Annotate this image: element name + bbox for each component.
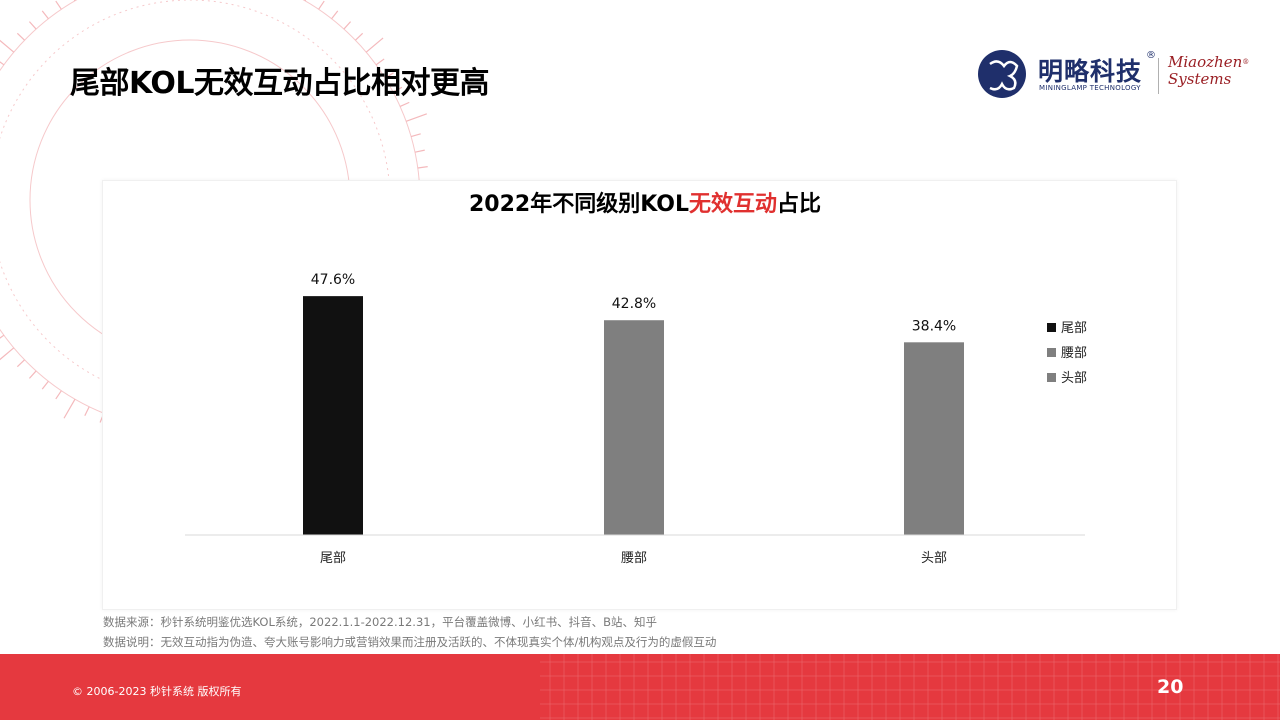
footer-band (0, 654, 1280, 720)
data-definition-note: 数据说明：无效互动指为伪造、夸大账号影响力或营销效果而注册及活跃的、不体现真实个… (103, 635, 717, 649)
partner-logo-line1: Miaozhen (1168, 53, 1243, 71)
bar-chart: 2022年不同级别KOL无效互动占比 47.6% 尾部 42.8% 腰部 38.4% 头部… (185, 191, 1087, 566)
data-label-2: 42.8% (612, 296, 656, 312)
legend-swatch-2 (1047, 348, 1056, 357)
footer-grid-pattern (540, 654, 1280, 720)
partner-registered-mark: ® (1242, 58, 1250, 66)
legend-swatch-1 (1047, 323, 1056, 332)
logo-icon (978, 50, 1026, 98)
chart-title-prefix: 2022年不同级别KOL (469, 191, 689, 217)
x-tick-label-3: 头部 (921, 551, 947, 566)
bar-3 (904, 342, 964, 535)
data-label-3: 38.4% (912, 318, 956, 334)
bar-2 (604, 320, 664, 535)
chart-title-highlight: 无效互动 (689, 191, 777, 217)
bar-1 (303, 296, 363, 535)
logo-divider (1158, 58, 1159, 94)
data-source-note: 数据来源：秒针系统明鉴优选KOL系统，2022.1.1-2022.12.31，平… (103, 615, 657, 629)
chart-title-suffix: 占比 (777, 192, 821, 217)
data-label-1: 47.6% (311, 272, 355, 288)
partner-logo-line2: Systems (1168, 70, 1232, 88)
page-number: 20 (1157, 676, 1184, 698)
x-tick-label-2: 腰部 (621, 551, 647, 566)
company-logo: 明略科技 ® MININGLAMP TECHNOLOGY Miaozhen® S… (976, 46, 1249, 104)
chart-title: 2022年不同级别KOL无效互动占比 (469, 191, 821, 217)
page-title: 尾部KOL无效互动占比相对更高 (70, 66, 490, 101)
copyright-text: © 2006-2023 秒针系统 版权所有 (72, 685, 242, 698)
logo-cn-name: 明略科技 (1038, 57, 1143, 86)
chart-panel: 2022年不同级别KOL无效互动占比 47.6% 尾部 42.8% 腰部 38.4% 头部… (102, 180, 1177, 610)
legend-swatch-3 (1047, 373, 1056, 382)
legend-label-3: 头部 (1061, 371, 1087, 386)
legend-label-2: 腰部 (1061, 346, 1087, 361)
partner-logo: Miaozhen® Systems (1168, 54, 1249, 88)
logo-en-name: MININGLAMP TECHNOLOGY (1039, 84, 1141, 92)
legend-label-1: 尾部 (1061, 321, 1087, 336)
logo-registered-mark: ® (1146, 50, 1156, 61)
x-tick-label-1: 尾部 (320, 551, 346, 566)
